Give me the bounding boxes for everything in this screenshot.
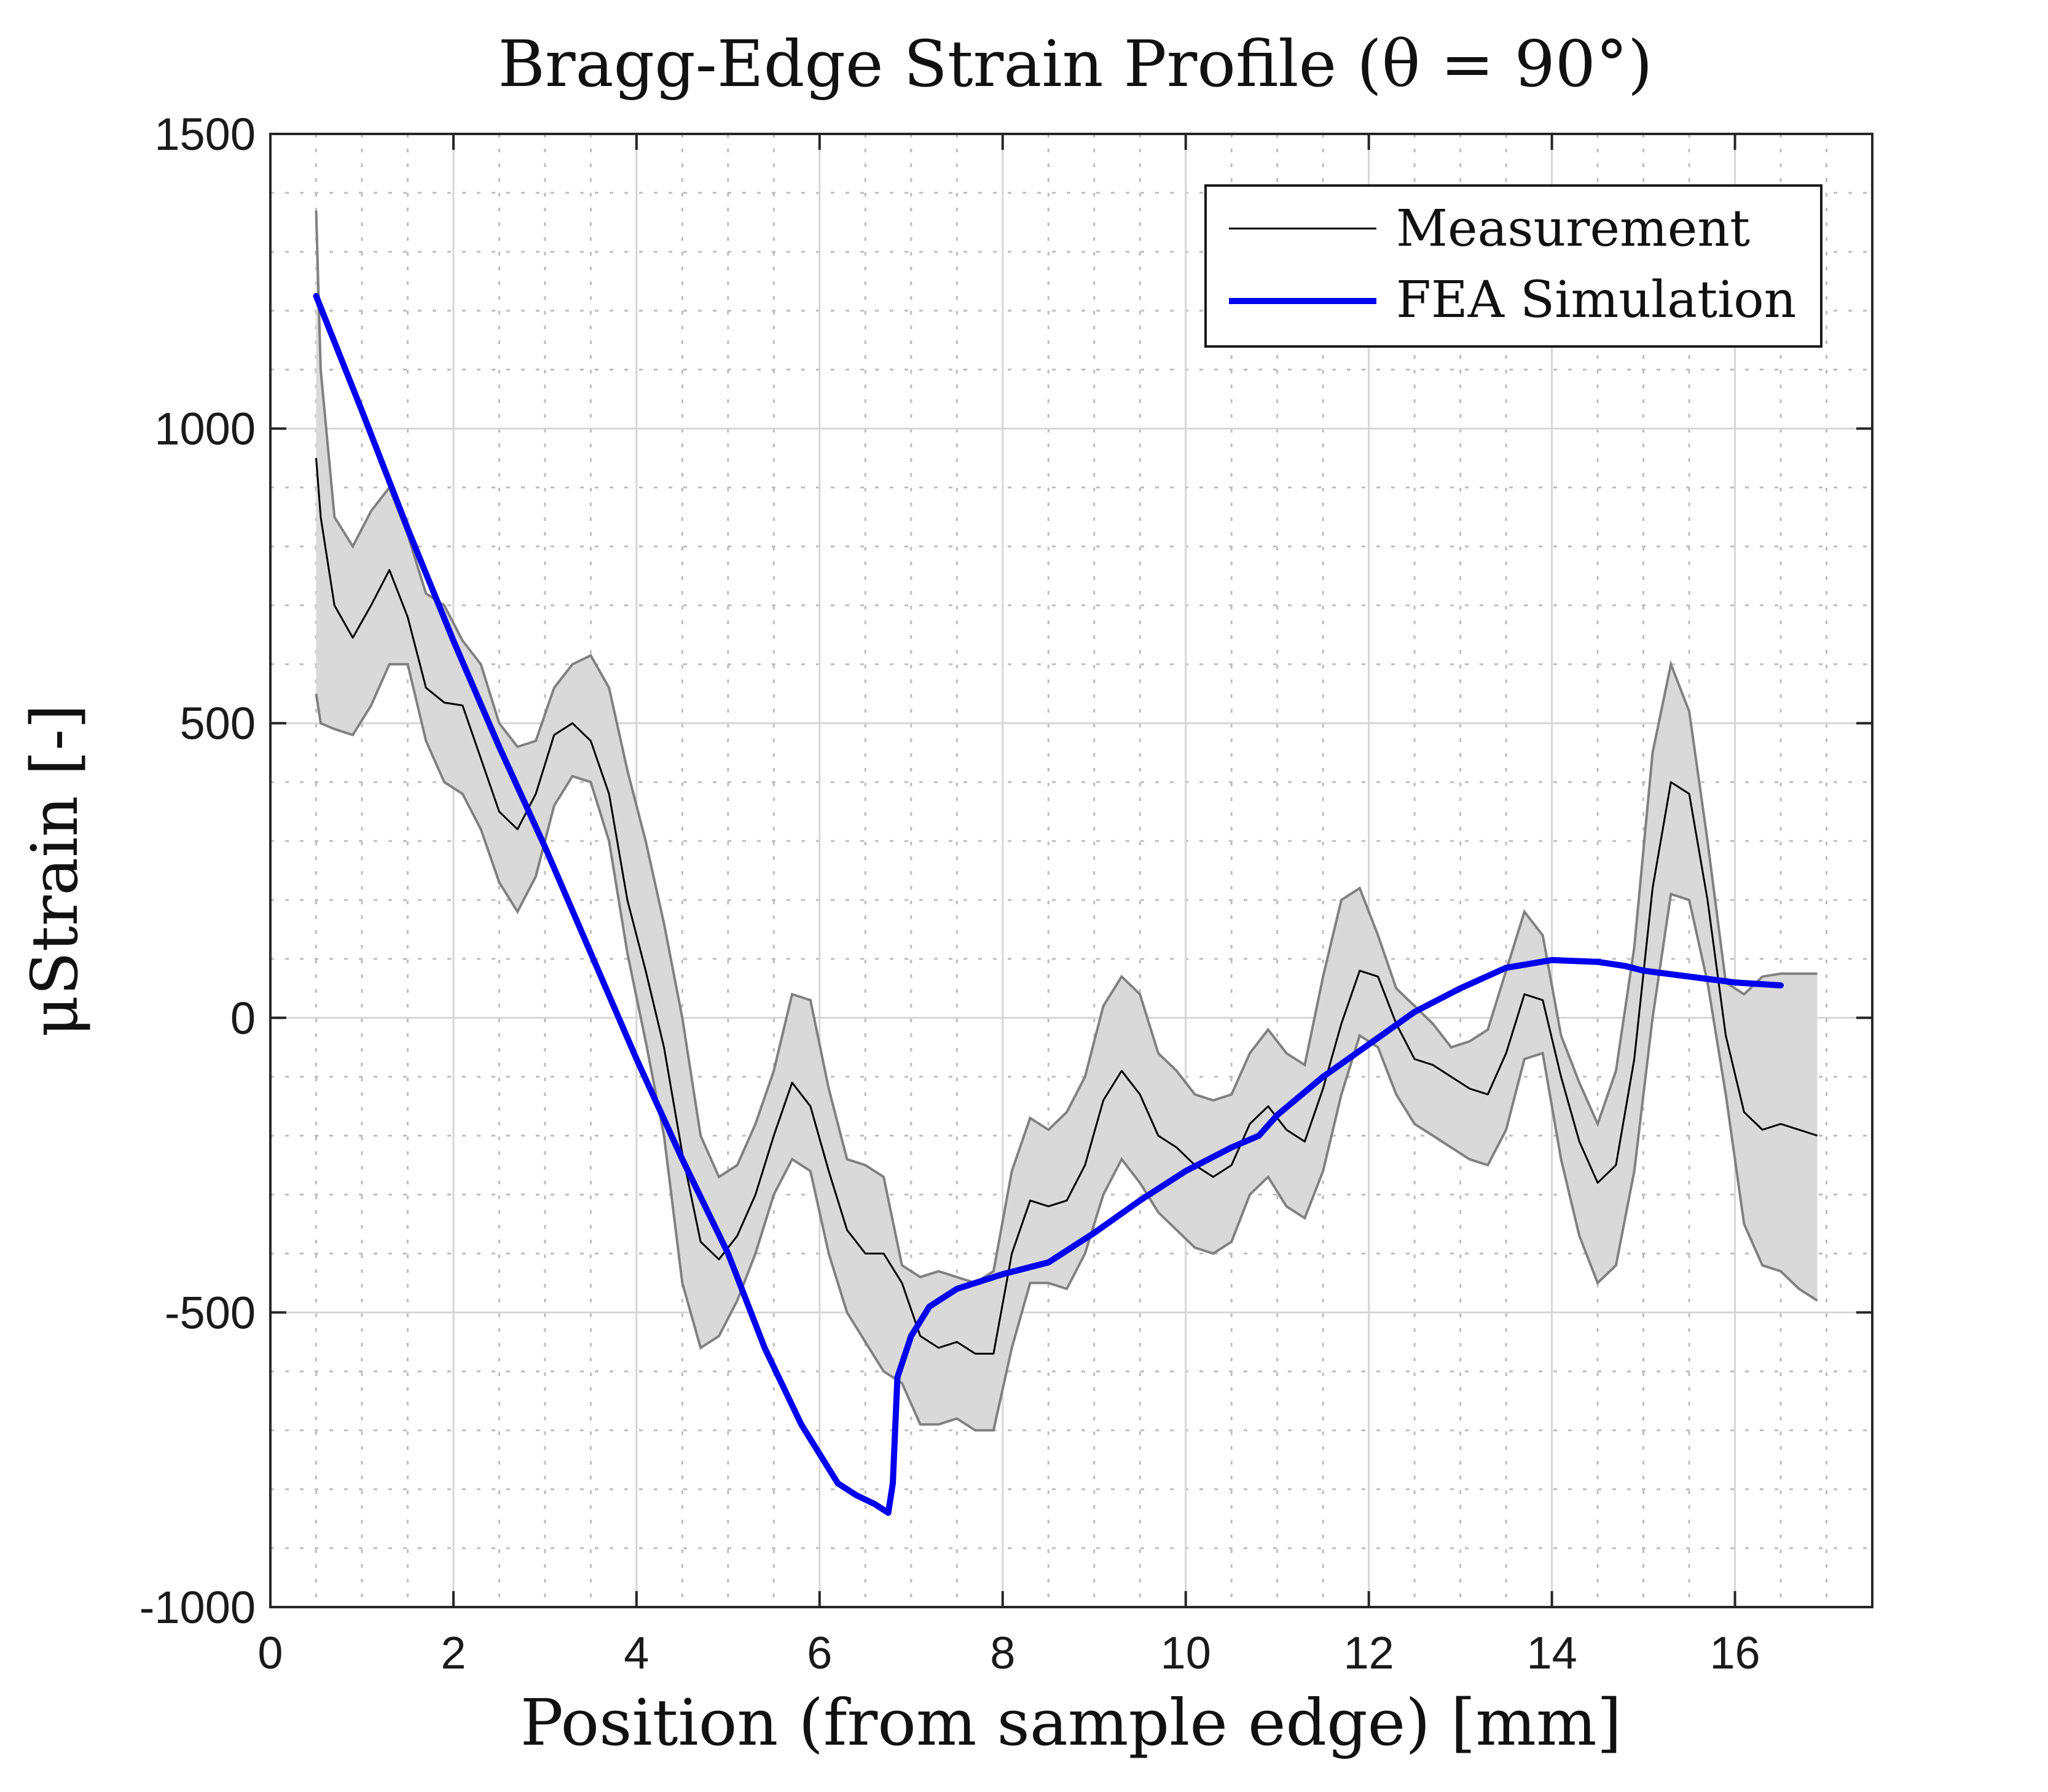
band-lower-edge: [315, 663, 1818, 1432]
measurement-line: [315, 458, 1818, 1355]
x-tick-label: 4: [624, 1627, 649, 1678]
x-tick-label: 2: [441, 1627, 466, 1678]
y-tick-label: -500: [165, 1287, 256, 1338]
axes-box: [269, 133, 1873, 1608]
x-axis-label: Position (from sample edge) [mm]: [520, 1685, 1622, 1760]
x-tick-label: 16: [1709, 1627, 1760, 1678]
measurement-uncertainty-band: [315, 210, 1818, 1432]
y-tick-label: -1000: [139, 1582, 256, 1633]
x-tick-label: 10: [1161, 1627, 1211, 1678]
chart-title: Bragg-Edge Strain Profile (θ = 90°): [498, 26, 1652, 101]
legend-box: [1204, 184, 1822, 348]
legend: Measurement FEA Simulation: [1204, 184, 1822, 348]
y-tick-label: 0: [230, 993, 256, 1044]
y-tick-label: 1000: [154, 404, 256, 455]
x-tick-label: 0: [257, 1627, 283, 1678]
x-tick-label: 14: [1526, 1627, 1577, 1678]
legend-label-fea-simulation: FEA Simulation: [1396, 271, 1796, 329]
band-upper-edge: [315, 210, 1818, 1285]
x-tick-label: 12: [1344, 1627, 1394, 1678]
fea-simulation-line: [313, 292, 1784, 1516]
x-tick-label: 8: [990, 1627, 1015, 1678]
band-fill: [316, 210, 1818, 1431]
series-lines: [313, 292, 1818, 1516]
y-tick-label: 500: [180, 698, 256, 749]
axes: [269, 133, 1873, 1608]
y-tick-label: 1500: [154, 109, 256, 160]
legend-label-measurement: Measurement: [1396, 200, 1750, 258]
tick-labels: 0 2 4 6 8 10 12 14 16 -1000 -500 0 500 1000 1500: [139, 109, 1760, 1678]
x-tick-label: 6: [807, 1627, 832, 1678]
y-axis-label: μStrain [-]: [17, 704, 92, 1037]
